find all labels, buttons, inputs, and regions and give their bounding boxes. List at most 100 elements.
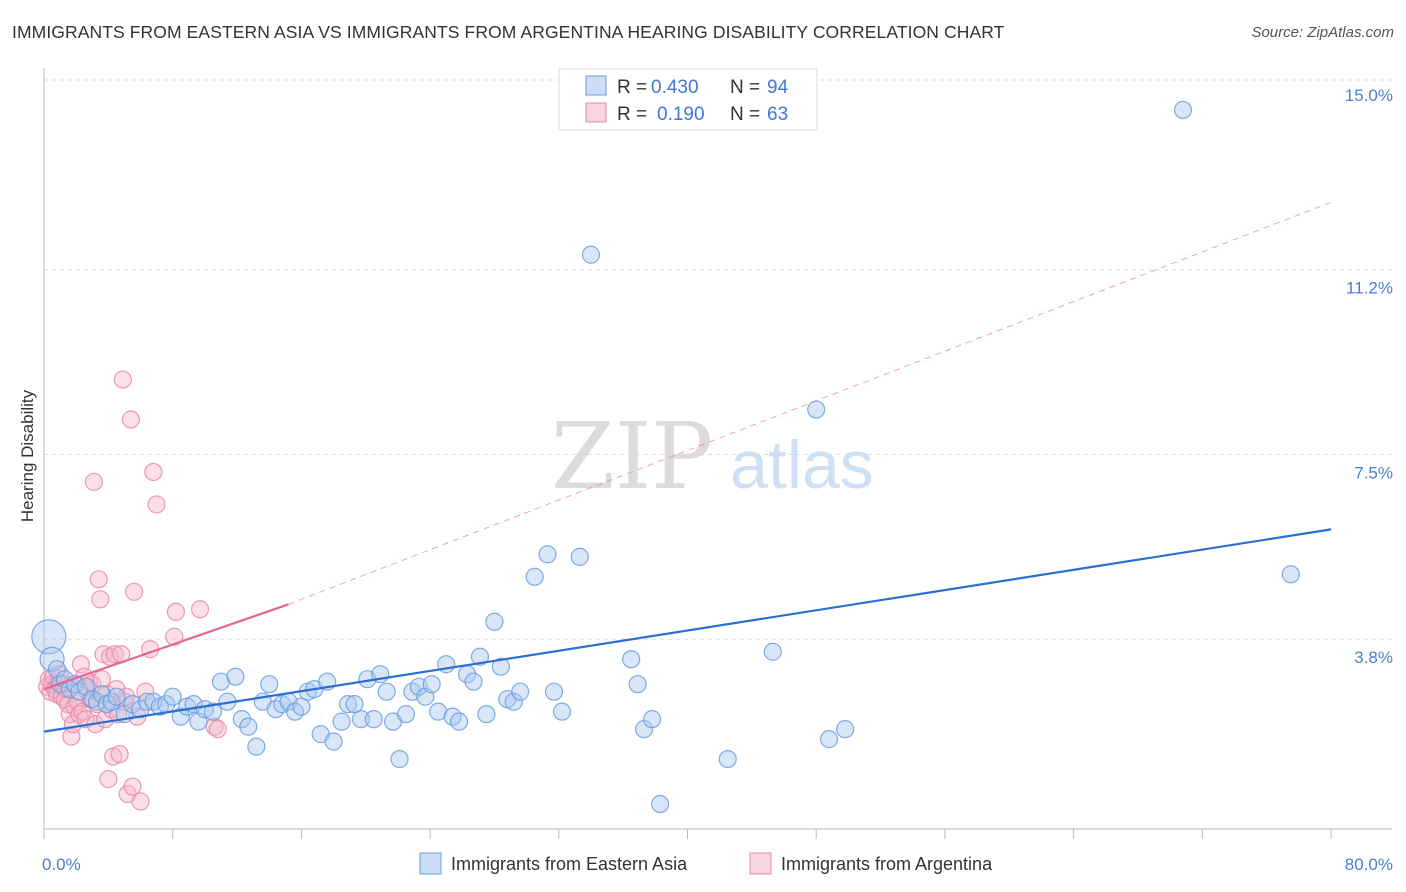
point-eastern-asia — [390, 749, 409, 769]
point-eastern-asia — [239, 717, 258, 736]
point-eastern-asia — [538, 545, 557, 564]
legend-n-label-1: N = — [730, 77, 760, 98]
point-eastern-asia — [718, 749, 737, 769]
point-eastern-asia — [97, 695, 116, 714]
point-eastern-asia — [345, 695, 364, 714]
point-eastern-asia — [92, 685, 112, 704]
y-tick-label: 11.2% — [1346, 279, 1393, 298]
y-axis-label: Hearing Disability — [18, 389, 37, 522]
legend-r-value-2: 0.190 — [657, 104, 705, 125]
point-eastern-asia — [485, 612, 504, 631]
point-eastern-asia — [102, 692, 121, 711]
watermark: ZIP atlas — [551, 403, 874, 510]
point-eastern-asia — [477, 705, 496, 724]
point-eastern-asia — [163, 687, 182, 706]
point-eastern-asia — [763, 642, 782, 661]
point-eastern-asia — [525, 567, 544, 586]
legend-n-value-2: 63 — [767, 104, 788, 125]
point-argentina — [165, 627, 184, 646]
point-eastern-asia — [1173, 100, 1193, 120]
point-argentina — [110, 744, 129, 764]
point-argentina — [123, 777, 142, 796]
point-argentina — [105, 645, 124, 664]
chart-title: IMMIGRANTS FROM EASTERN ASIA VS IMMIGRAN… — [12, 22, 1005, 42]
point-eastern-asia — [377, 682, 396, 701]
point-eastern-asia — [39, 646, 65, 672]
point-eastern-asia — [511, 682, 530, 701]
point-eastern-asia — [396, 705, 416, 724]
point-eastern-asia — [232, 710, 251, 729]
point-eastern-asia — [544, 682, 564, 701]
point-eastern-asia — [292, 697, 311, 716]
point-eastern-asia — [107, 687, 126, 706]
point-eastern-asia — [464, 672, 483, 691]
source-label: Source: ZipAtlas.com — [1251, 24, 1394, 41]
x-tick-label: 80.0% — [1345, 855, 1393, 874]
point-eastern-asia — [324, 732, 343, 751]
point-eastern-asia — [351, 710, 371, 729]
bottom-legend-swatch-argentina — [749, 852, 772, 875]
point-eastern-asia — [211, 672, 231, 691]
point-eastern-asia — [819, 730, 839, 749]
point-argentina — [99, 769, 118, 789]
bottom-legend-swatch-eastern-asia — [419, 852, 442, 875]
point-eastern-asia — [247, 737, 266, 756]
y-tick-label: 7.5% — [1354, 463, 1393, 482]
bottom-legend-label-argentina: Immigrants from Argentina — [781, 854, 993, 874]
point-eastern-asia — [622, 650, 641, 669]
point-argentina — [147, 495, 166, 514]
point-eastern-asia — [338, 695, 358, 714]
point-eastern-asia — [581, 245, 601, 264]
point-eastern-asia — [203, 702, 223, 721]
point-eastern-asia — [1281, 565, 1300, 584]
watermark-zip: ZIP — [551, 403, 713, 510]
point-argentina — [91, 590, 110, 609]
legend-r-value-1: 0.430 — [651, 77, 699, 98]
point-eastern-asia — [651, 794, 670, 814]
point-argentina — [144, 462, 163, 482]
legend-r-label-1: R = — [617, 77, 647, 98]
point-eastern-asia — [260, 675, 279, 694]
point-argentina — [131, 792, 150, 811]
grid-lines — [44, 79, 1392, 640]
point-argentina — [121, 410, 140, 429]
point-argentina — [190, 600, 210, 619]
point-argentina — [124, 582, 144, 601]
point-eastern-asia — [491, 657, 510, 676]
point-eastern-asia — [226, 667, 245, 686]
point-eastern-asia — [83, 690, 102, 709]
point-eastern-asia — [171, 707, 190, 726]
point-argentina — [166, 602, 186, 621]
point-eastern-asia — [470, 647, 490, 666]
watermark-atlas: atlas — [730, 427, 874, 503]
axes — [43, 68, 1392, 839]
point-eastern-asia — [628, 675, 647, 694]
point-argentina — [113, 370, 132, 389]
point-eastern-asia — [807, 400, 826, 419]
y-tick-labels: 3.8% 7.5% 11.2% 15.0% — [1345, 86, 1393, 667]
legend-n-value-1: 94 — [767, 77, 789, 98]
points-eastern-asia — [31, 100, 1300, 814]
legend-r-label-2: R = — [617, 104, 647, 125]
trend-argentina — [43, 603, 289, 691]
trend-lines — [43, 201, 1332, 733]
point-eastern-asia — [552, 702, 572, 721]
point-eastern-asia — [449, 712, 469, 731]
y-tick-label: 15.0% — [1345, 86, 1393, 105]
y-tick-label: 3.8% — [1354, 648, 1393, 667]
bottom-legend: Immigrants from Eastern Asia Immigrants … — [419, 852, 993, 875]
x-tick-labels: 0.0% 80.0% — [42, 855, 1393, 874]
points-argentina — [38, 370, 227, 811]
point-argentina — [89, 570, 108, 589]
point-argentina — [84, 472, 103, 492]
point-eastern-asia — [504, 692, 523, 711]
point-eastern-asia — [429, 702, 448, 721]
point-eastern-asia — [332, 712, 351, 731]
point-eastern-asia — [643, 710, 662, 729]
legend-n-label-2: N = — [730, 104, 760, 125]
point-eastern-asia — [422, 675, 441, 694]
point-eastern-asia — [364, 710, 383, 729]
bottom-legend-label-eastern-asia: Immigrants from Eastern Asia — [451, 854, 688, 874]
legend-swatch-argentina — [585, 102, 607, 123]
